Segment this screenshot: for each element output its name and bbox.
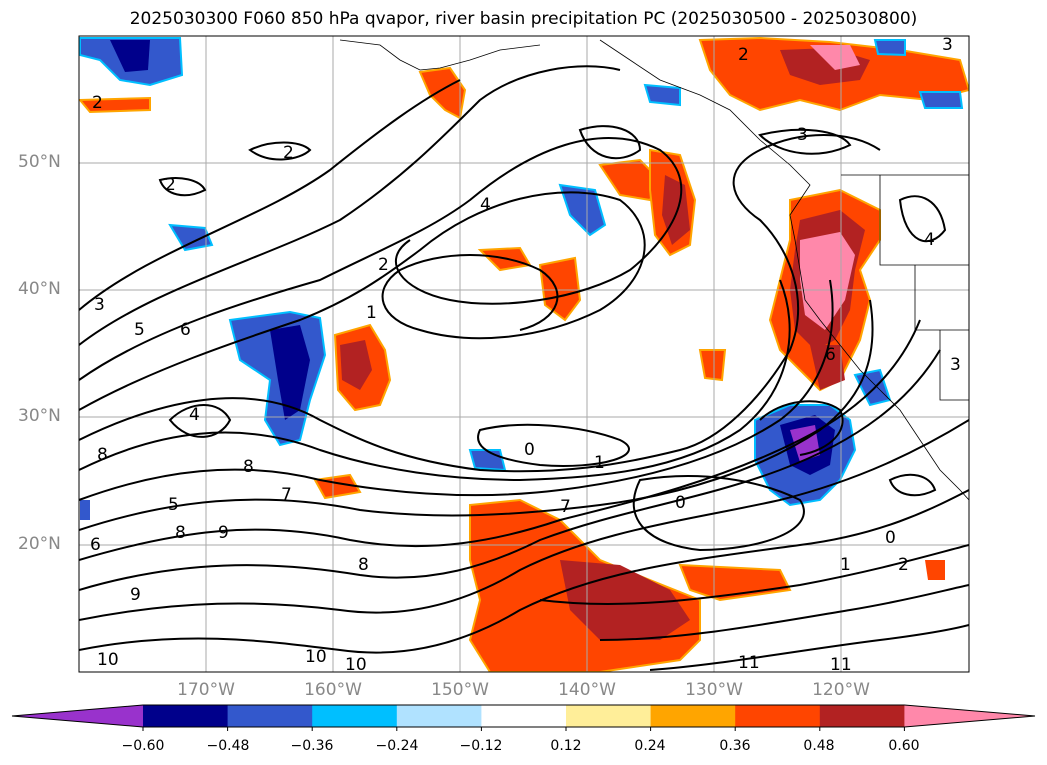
- contour-label: 10: [345, 655, 367, 675]
- lon-label: 150°W: [431, 680, 489, 700]
- colorbar-tick-label: 0.36: [719, 738, 751, 754]
- contour-label: 7: [281, 485, 292, 505]
- map-title: 2025030300 F060 850 hPa qvapor, river ba…: [129, 9, 918, 29]
- colorbar-tick-label: −0.36: [290, 738, 334, 754]
- contour-label: 2: [898, 555, 909, 575]
- contour-label: 3: [797, 125, 808, 145]
- contour-label: 2: [378, 255, 389, 275]
- contour-label: 4: [189, 405, 200, 425]
- colorbar-tick-label: −0.60: [121, 738, 165, 754]
- colorbar-segment: [227, 705, 313, 727]
- colorbar-tick-label: −0.12: [459, 738, 503, 754]
- lon-label: 120°W: [812, 680, 870, 700]
- colorbar-segment: [819, 705, 905, 727]
- contour-label: 2: [92, 93, 103, 113]
- contour-labels: 2 2 2 2 3 3 4 3 2 1 0 1 0 1 2 3 4 5 6 7 …: [90, 35, 961, 675]
- vapor-contours: [79, 65, 969, 671]
- contour-label: 8: [175, 523, 186, 543]
- contour-label: 8: [358, 555, 369, 575]
- lon-label: 160°W: [304, 680, 362, 700]
- contour-label: 8: [243, 457, 254, 477]
- colorbar-segment: [143, 705, 229, 727]
- colorbar-extend-min: [12, 705, 143, 727]
- contour-label: 6: [90, 535, 101, 555]
- colorbar-tick-label: −0.48: [206, 738, 250, 754]
- contour-label: 9: [218, 523, 229, 543]
- colorbar: [11, 704, 1036, 731]
- contour-label: 3: [942, 35, 953, 55]
- colorbar-tick-label: 0.12: [550, 738, 582, 754]
- lon-label: 130°W: [685, 680, 743, 700]
- contour-label: 2: [165, 175, 176, 195]
- contour-label: 8: [97, 445, 108, 465]
- colorbar-tick-label: 0.60: [888, 738, 920, 754]
- colorbar-tick-label: 0.24: [634, 738, 666, 754]
- contour-label: 2: [283, 143, 294, 163]
- colorbar-tick-label: 0.48: [803, 738, 835, 754]
- contour-label: 3: [94, 295, 105, 315]
- contour-label: 0: [675, 493, 686, 513]
- contour-label: 0: [524, 440, 535, 460]
- lat-label: 50°N: [18, 152, 61, 172]
- contour-label: 5: [134, 320, 145, 340]
- graticule: [79, 36, 969, 672]
- contour-label: 6: [180, 320, 191, 340]
- lat-label: 30°N: [18, 406, 61, 426]
- contour-label: 5: [168, 495, 179, 515]
- contour-label: 0: [885, 528, 896, 548]
- lat-label: 40°N: [18, 279, 61, 299]
- colorbar-extend-max: [904, 705, 1035, 727]
- colorbar-segment: [396, 705, 482, 727]
- contour-label: 9: [130, 585, 141, 605]
- colorbar-segment: [650, 705, 736, 727]
- colorbar-tick-label: −0.24: [375, 738, 419, 754]
- lon-label: 140°W: [558, 680, 616, 700]
- contour-label: 10: [97, 650, 119, 670]
- contour-label: 7: [560, 497, 571, 517]
- contour-label: 2: [738, 45, 749, 65]
- contour-label: 11: [738, 653, 760, 673]
- colorbar-segment: [312, 705, 398, 727]
- contour-label: 1: [840, 555, 851, 575]
- contour-label: 1: [366, 303, 377, 323]
- lon-label: 170°W: [177, 680, 235, 700]
- contour-label: 10: [305, 647, 327, 667]
- contour-label: 11: [830, 655, 852, 675]
- colorbar-segment: [566, 705, 652, 727]
- contour-label: 3: [950, 355, 961, 375]
- contour-label: 1: [594, 453, 605, 473]
- contour-label: 4: [480, 195, 491, 215]
- colorbar-segment: [481, 705, 567, 727]
- lat-label: 20°N: [18, 534, 61, 554]
- colorbar-segment: [735, 705, 821, 727]
- contour-label: 6: [825, 345, 836, 365]
- coastlines: [339, 39, 969, 501]
- contour-label: 4: [924, 230, 935, 250]
